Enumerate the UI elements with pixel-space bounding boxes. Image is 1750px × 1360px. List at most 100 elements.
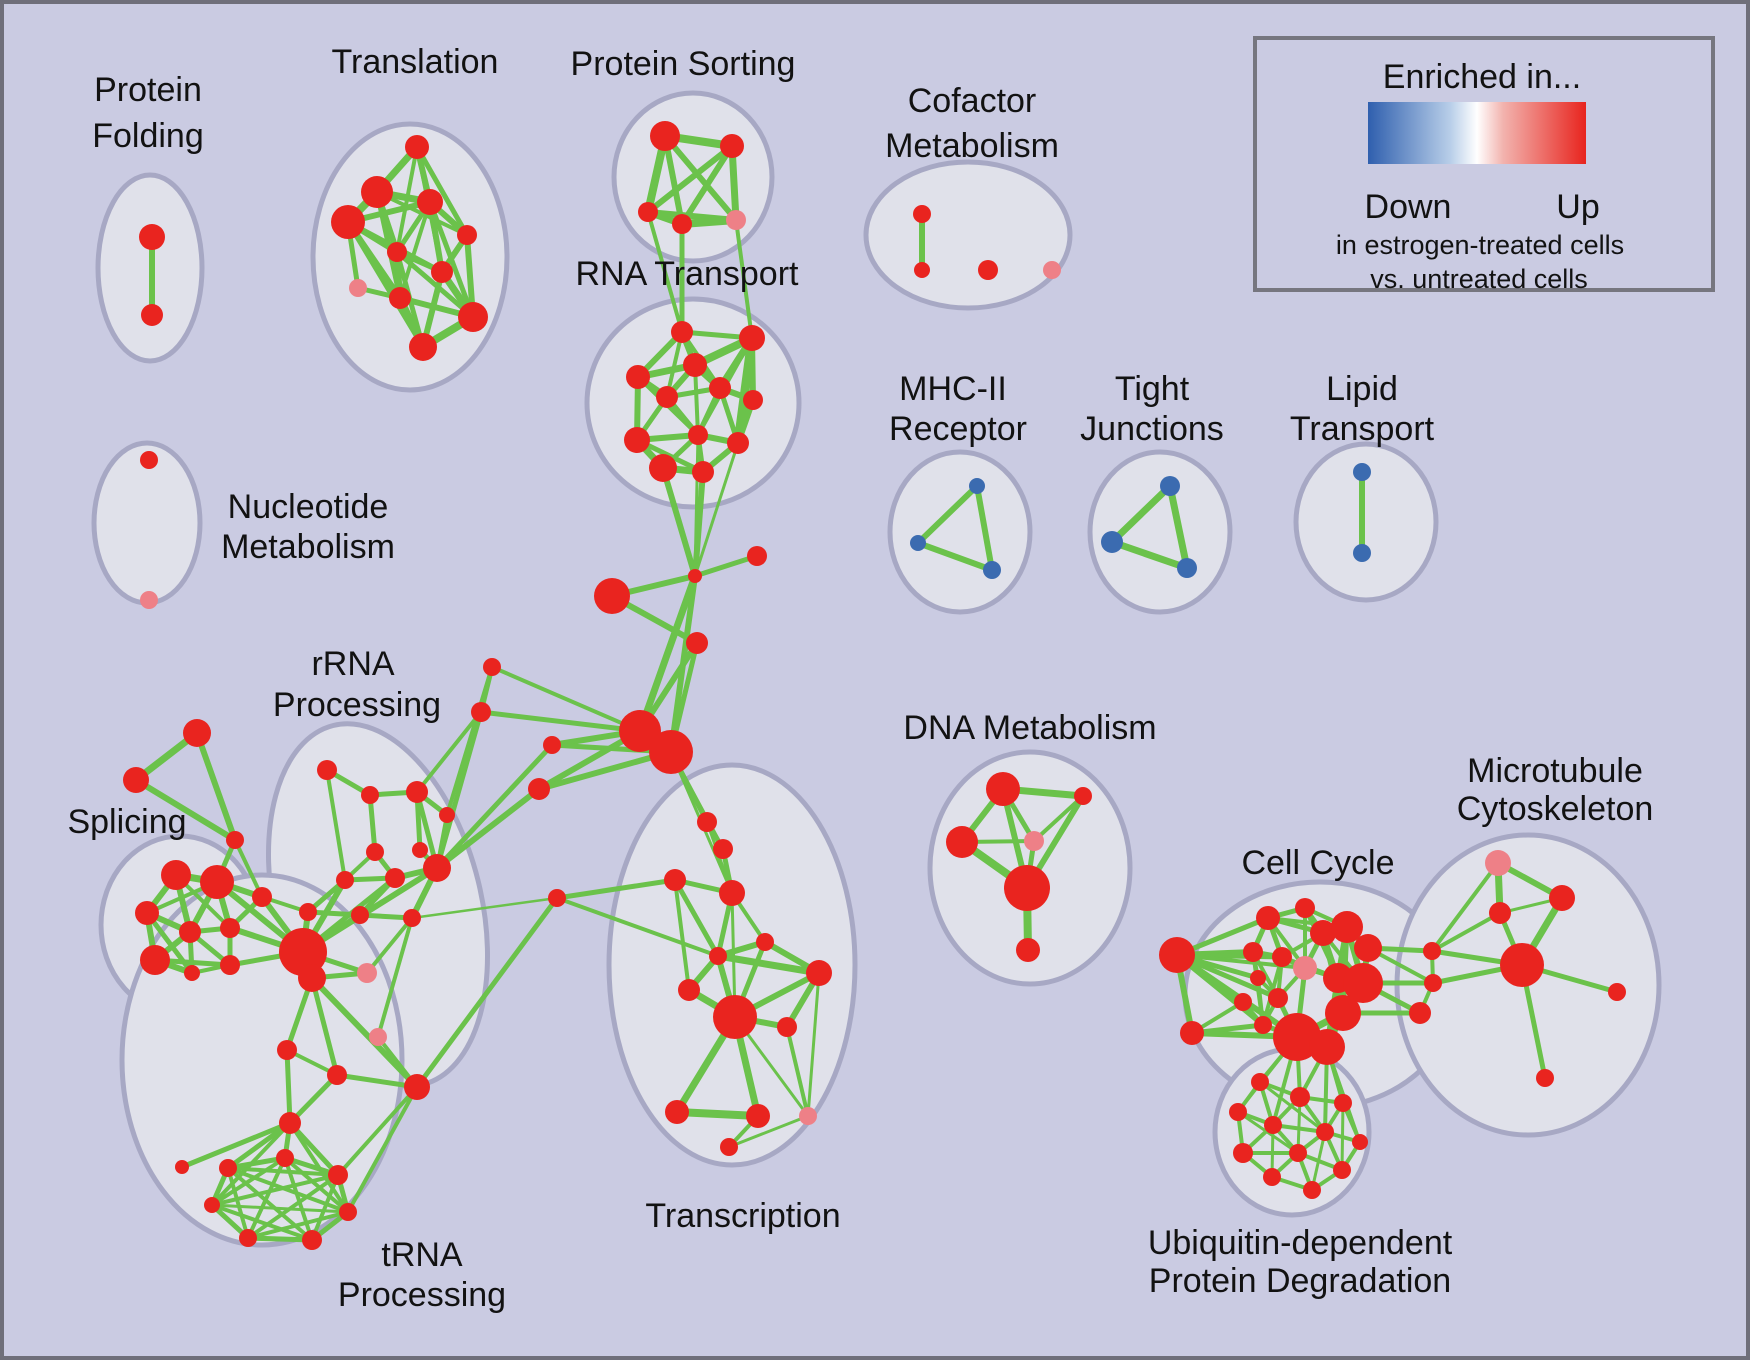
node-u12	[1303, 1181, 1321, 1199]
trna-processing-label-line1: tRNA	[381, 1236, 463, 1274]
translation-label-line1: Translation	[332, 43, 499, 81]
node-cc7	[1354, 934, 1382, 962]
edge-rp14-rp18	[284, 1047, 293, 1126]
legend-up-label: Up	[1556, 188, 1599, 226]
edge-rp15-rp18	[287, 1072, 340, 1126]
edge-cn1-mt1	[1430, 861, 1500, 953]
cluster-labels: Protein Folding Translation Protein Sorting…	[67, 43, 1653, 1314]
cofactor-metabolism-label-line2: Metabolism	[885, 127, 1059, 165]
transcription-ellipse	[606, 762, 858, 1168]
node-hx2	[276, 1149, 294, 1167]
node-t3	[417, 189, 443, 215]
node-h2	[649, 730, 693, 774]
edge-hx1-hx7	[226, 1166, 314, 1242]
node-ps1	[650, 121, 680, 151]
node-m2	[910, 535, 926, 551]
node-tn7	[709, 947, 727, 965]
node-r4	[626, 365, 650, 389]
node-n1	[140, 451, 158, 469]
node-d3	[946, 826, 978, 858]
cofactor-metabolism-ellipse	[863, 159, 1073, 311]
node-rph2	[298, 964, 326, 992]
node-hx4	[204, 1197, 220, 1213]
node-tn15	[720, 1138, 738, 1156]
node-k5	[548, 889, 566, 907]
edge-hx2-hx5	[283, 1156, 350, 1214]
node-c2	[914, 262, 930, 278]
protein-folding-label-line1: Protein	[94, 71, 202, 109]
node-t7	[431, 261, 453, 283]
node-rp18	[279, 1112, 301, 1134]
microtubule-cytoskeleton-label-line1: Microtubule	[1467, 752, 1643, 790]
edge-rp12-rp17	[376, 916, 414, 1039]
node-t1	[405, 135, 429, 159]
node-tn4	[719, 880, 745, 906]
node-j1	[688, 569, 702, 583]
mhc-ii-receptor-ellipse	[887, 449, 1033, 615]
node-k3	[543, 736, 561, 754]
edge-ps3-r1	[646, 210, 684, 334]
legend-subtitle-line1: in estrogen-treated cells	[1336, 230, 1624, 260]
node-hx5	[339, 1203, 357, 1221]
node-u11	[1263, 1168, 1281, 1186]
node-rp8	[385, 868, 405, 888]
node-ps2	[720, 134, 744, 158]
node-cc17	[1325, 995, 1361, 1031]
edge-rp2-rp5	[367, 792, 378, 855]
node-ps3	[638, 202, 658, 222]
node-u9	[1289, 1144, 1307, 1162]
node-r3	[683, 353, 707, 377]
node-tn1	[697, 812, 717, 832]
node-rp6	[412, 842, 428, 858]
transcription-label-line1: Transcription	[645, 1197, 840, 1235]
legend-gradient-bar	[1368, 102, 1586, 164]
node-rp12	[403, 909, 421, 927]
node-cc1	[1159, 937, 1195, 973]
edge-m1-m3	[974, 483, 995, 573]
node-c1	[913, 205, 931, 223]
edge-rp15-rp16	[334, 1072, 420, 1090]
node-rp5	[366, 843, 384, 861]
edge-tn11-tn14	[785, 1025, 810, 1118]
edge-hx1-hx2	[225, 1155, 288, 1171]
node-cc3	[1256, 906, 1280, 930]
node-t11	[409, 333, 437, 361]
node-l2	[1353, 544, 1371, 562]
node-rp2	[361, 786, 379, 804]
node-r12	[692, 461, 714, 483]
mhc-ii-receptor-label-line1: MHC-II	[899, 370, 1007, 408]
tight-junctions-label-line1: Tight	[1115, 370, 1190, 408]
node-tn3	[664, 869, 686, 891]
edge-r2-r10	[733, 333, 757, 448]
node-tj2	[1101, 531, 1123, 553]
node-d5	[1004, 865, 1050, 911]
ubiquitin-degradation-label-line1: Ubiquitin-dependent	[1148, 1224, 1453, 1262]
node-d4	[1024, 831, 1044, 851]
node-cc10	[1293, 956, 1317, 980]
edge-rp9-k2	[434, 709, 484, 871]
node-hx7	[302, 1230, 322, 1250]
edge-hx1-hx6	[226, 1166, 250, 1240]
node-r8	[624, 427, 650, 453]
node-t10	[458, 302, 488, 332]
edge-rp3-k2	[415, 710, 483, 794]
node-d1	[986, 772, 1020, 806]
tight-junctions-label-line2: Junctions	[1080, 410, 1224, 448]
ubiquitin-degradation-label-line2: Protein Degradation	[1149, 1262, 1451, 1300]
node-u7	[1352, 1134, 1368, 1150]
rrna-processing-label-line2: Processing	[273, 686, 441, 724]
edge-tn15-tn14	[727, 1114, 810, 1149]
node-rp11	[351, 906, 369, 924]
node-b1	[594, 578, 630, 614]
node-pf1	[139, 224, 165, 250]
node-s8	[252, 887, 272, 907]
edge-ps5-r2	[734, 218, 754, 340]
node-cn2	[1424, 974, 1442, 992]
node-mt8	[1536, 1069, 1554, 1087]
edge-hx3-hx6	[246, 1173, 340, 1240]
node-t2	[361, 176, 393, 208]
node-u8	[1233, 1143, 1253, 1163]
node-mt5	[1608, 983, 1626, 1001]
legend: Enriched in... Down Up in estrogen-treated …	[1253, 36, 1715, 294]
